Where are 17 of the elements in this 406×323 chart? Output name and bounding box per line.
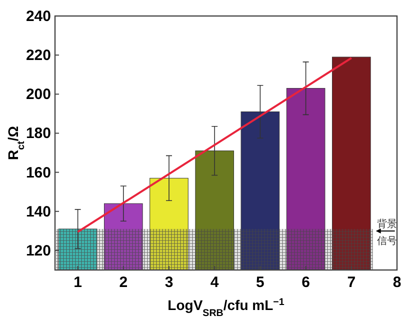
x-tick-label: 6	[302, 274, 310, 291]
x-tick-label: 4	[210, 274, 220, 291]
y-tick-label: 120	[26, 242, 51, 260]
y-tick-label: 160	[26, 164, 51, 182]
x-tick-label: 7	[347, 274, 356, 291]
x-tick-label: 8	[392, 274, 402, 291]
x-axis-title: LogV$_{SRB}$/cfu mL$^{−1}$	[168, 296, 285, 318]
x-tick-label: 1	[74, 274, 82, 291]
y-tick-label: 240	[26, 8, 51, 25]
x-tick-label: 5	[256, 274, 264, 291]
y-tick-label: 220	[26, 47, 51, 64]
y-tick-label: 140	[26, 203, 51, 220]
x-tick-label: 3	[164, 274, 174, 291]
band-label: 背景信号	[376, 218, 397, 247]
x-tick-label: 2	[119, 274, 128, 291]
y-tick-label: 200	[26, 86, 51, 104]
y-tick-label: 180	[26, 125, 51, 142]
